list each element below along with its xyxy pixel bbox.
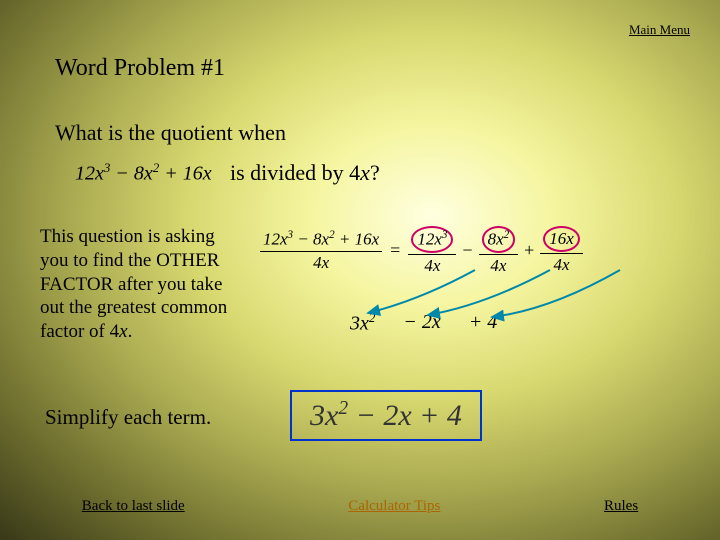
result-row: 3x2 − 2x + 4 <box>350 310 497 336</box>
result-term3: + 4 <box>469 311 498 334</box>
question-expression: 12x3 − 8x2 + 16x <box>75 160 212 186</box>
calculator-tips-link[interactable]: Calculator Tips <box>348 498 440 515</box>
simplify-text: Simplify each term. <box>45 405 211 430</box>
main-menu-link[interactable]: Main Menu <box>629 22 690 38</box>
explanation-text: This question is asking you to find the … <box>40 225 245 344</box>
term3-fraction: 16x 4x <box>540 225 583 275</box>
equals-sign: = <box>386 240 404 261</box>
term2-fraction: 8x2 4x <box>479 225 519 276</box>
minus-op: − <box>460 240 474 261</box>
answer-box: 3x2 − 2x + 4 <box>290 390 482 441</box>
bottom-nav: Back to last slide Calculator Tips Rules <box>0 498 720 515</box>
back-link[interactable]: Back to last slide <box>82 498 185 515</box>
rules-link[interactable]: Rules <box>604 498 638 515</box>
question-line2: is divided by 4x? <box>230 160 380 186</box>
plus-op: + <box>522 240 536 261</box>
result-term1: 3x2 <box>350 310 375 336</box>
term1-fraction: 12x3 4x <box>408 225 456 276</box>
math-diagram: 12x3 − 8x2 + 16x 4x = 12x3 4x − 8x2 4x +… <box>260 225 700 385</box>
result-term2: − 2x <box>403 311 440 334</box>
lhs-fraction: 12x3 − 8x2 + 16x 4x <box>260 228 382 273</box>
slide-title: Word Problem #1 <box>55 55 225 82</box>
question-line1: What is the quotient when <box>55 120 286 146</box>
